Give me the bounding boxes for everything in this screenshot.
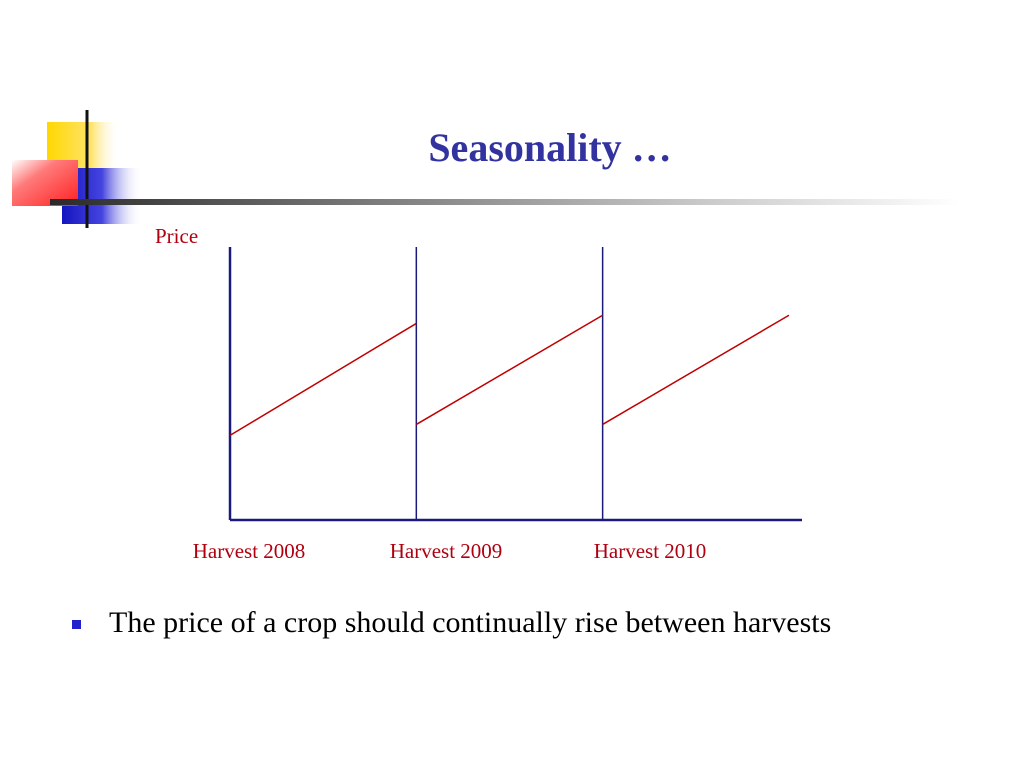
bullet-row: The price of a crop should continually r… (72, 606, 1012, 640)
bullet-text: The price of a crop should continually r… (109, 606, 832, 639)
x-tick-label-1: Harvest 2008 (193, 539, 306, 563)
price-segment-3 (602, 314, 790, 426)
price-segment-1 (229, 322, 417, 437)
bullet-square-icon (72, 619, 81, 629)
title-rule (50, 199, 960, 205)
slide-title: Seasonality … (428, 125, 672, 170)
x-tick-label-3: Harvest 2010 (594, 539, 707, 563)
x-tick-label-2: Harvest 2009 (390, 539, 503, 563)
y-axis-label: Price (155, 224, 198, 248)
price-segment-2 (415, 314, 604, 426)
